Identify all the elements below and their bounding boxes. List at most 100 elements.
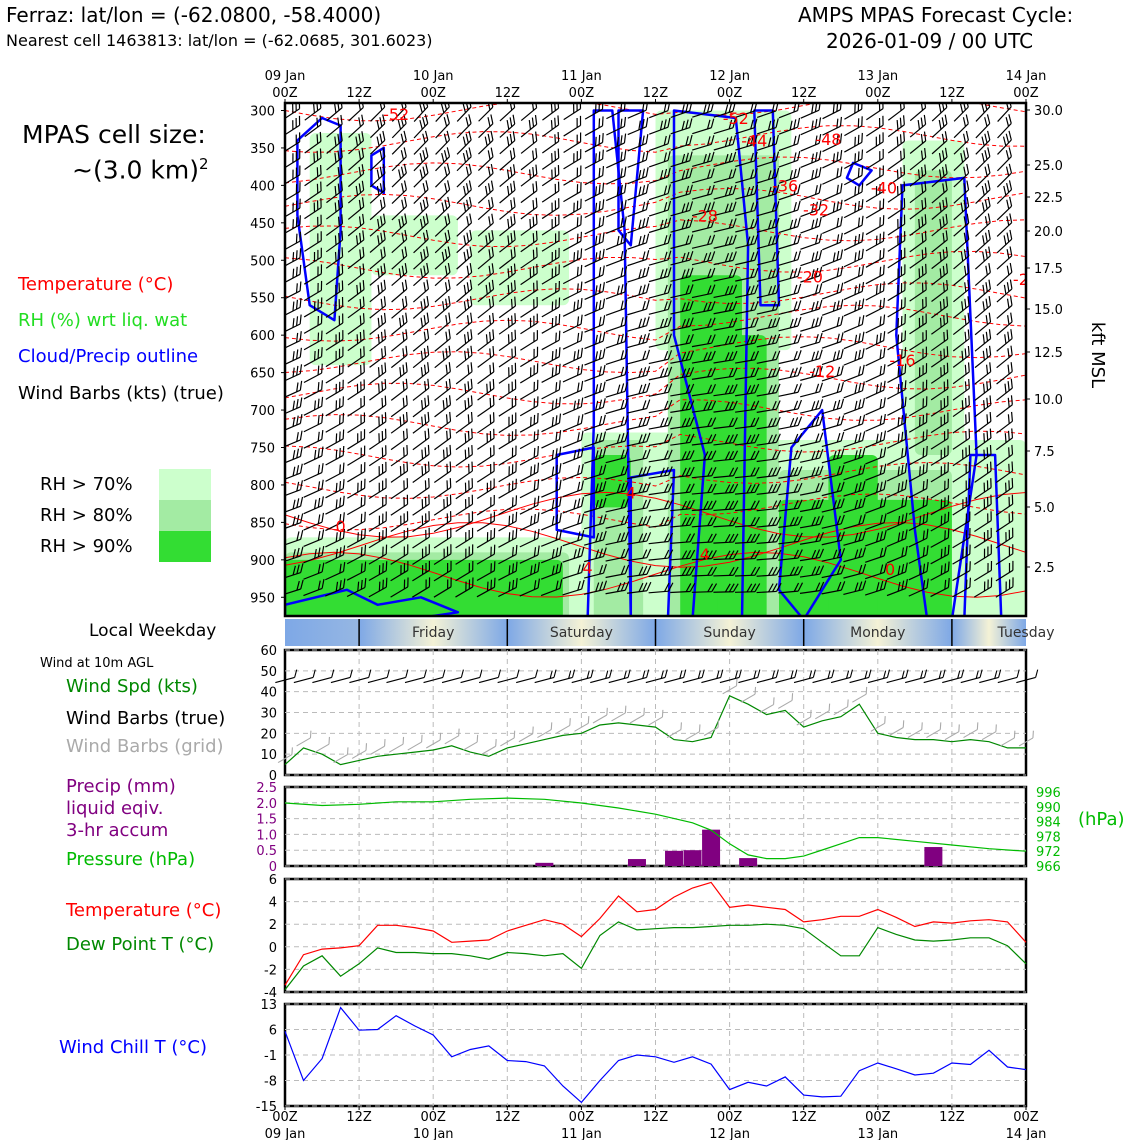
wind-barb bbox=[691, 433, 717, 446]
wind-barb-feather bbox=[295, 233, 298, 244]
wind-barb-feather bbox=[338, 266, 340, 276]
wind-barb bbox=[498, 511, 518, 532]
wind-barb-feather bbox=[358, 199, 362, 210]
wind-barb-feather bbox=[510, 232, 513, 243]
wind-barb bbox=[434, 295, 451, 319]
wind-barb-feather bbox=[775, 201, 780, 211]
wind-barb-feather bbox=[403, 103, 407, 108]
wind-barb-feather bbox=[711, 450, 717, 460]
wind-barb-feather bbox=[646, 498, 651, 509]
wind-barb-feather bbox=[602, 298, 606, 309]
wind-barb-feather bbox=[689, 267, 694, 277]
wind-barb-feather bbox=[750, 533, 757, 543]
wind-barb bbox=[368, 544, 388, 565]
wind-barb-feather bbox=[295, 250, 298, 260]
surface-wind-barb-grid bbox=[555, 718, 571, 734]
wind-barb-feather bbox=[602, 331, 606, 342]
wind-barb bbox=[368, 494, 387, 516]
wind-barb bbox=[390, 577, 409, 598]
wind-barb-feather bbox=[689, 416, 695, 427]
wind-barb-feather bbox=[818, 183, 822, 194]
wind-barb bbox=[562, 579, 585, 596]
rh-region bbox=[285, 559, 563, 616]
wind-barb-feather bbox=[685, 351, 691, 361]
wind-barb bbox=[368, 577, 388, 598]
wind-barb-feather bbox=[362, 296, 365, 307]
wind-barb bbox=[347, 379, 365, 401]
wind-barb-feather bbox=[620, 135, 623, 145]
wind-barb bbox=[584, 282, 605, 301]
wind-barb-feather bbox=[400, 150, 405, 160]
wind-barb-feather bbox=[558, 413, 562, 423]
wind-barb-feather bbox=[448, 395, 452, 405]
wind-barb-feather bbox=[660, 517, 666, 527]
wind-barb-feather bbox=[602, 414, 606, 425]
wind-barb-feather bbox=[732, 284, 738, 294]
wind-barb-feather bbox=[681, 368, 687, 378]
wind-barb bbox=[692, 151, 715, 168]
wind-barb bbox=[627, 581, 652, 594]
wind-barb-feather bbox=[427, 362, 430, 372]
wind-barb bbox=[735, 267, 759, 282]
wind-barb-feather bbox=[594, 202, 598, 213]
wind-barb-staff bbox=[865, 356, 884, 367]
wind-barb bbox=[691, 533, 717, 544]
wind-barb bbox=[713, 384, 738, 397]
wind-barb-staff bbox=[477, 371, 495, 385]
wind-barb-feather bbox=[401, 199, 405, 210]
wind-barb-feather bbox=[317, 497, 321, 508]
wind-barb-feather bbox=[422, 150, 426, 160]
wind-barb bbox=[756, 450, 781, 463]
wind-barb bbox=[562, 264, 583, 285]
wind-barb bbox=[456, 163, 472, 188]
wind-barb-feather bbox=[616, 334, 621, 345]
wind-barb-feather bbox=[598, 118, 601, 128]
x-tick-label-top: 12Z bbox=[643, 86, 669, 101]
cloud-outline bbox=[753, 109, 781, 307]
wind-barb-staff bbox=[519, 454, 539, 466]
wind-barb-feather bbox=[313, 103, 315, 114]
wind-barb bbox=[778, 416, 803, 430]
wind-barb bbox=[412, 577, 431, 598]
wind-barb-feather bbox=[361, 180, 365, 191]
wind-barb bbox=[304, 231, 322, 252]
wind-barb-staff bbox=[499, 189, 516, 204]
barb-staff bbox=[592, 714, 608, 724]
wind-barb bbox=[997, 114, 1012, 139]
wind-barb-feather bbox=[491, 246, 494, 257]
wind-barb-feather bbox=[771, 268, 776, 278]
wind-barb-staff bbox=[434, 437, 451, 451]
wind-barb-feather bbox=[750, 566, 757, 576]
wind-barb-feather bbox=[536, 346, 539, 357]
wind-barb-staff bbox=[800, 192, 820, 201]
wind-barb-feather bbox=[337, 133, 340, 144]
wind-barb bbox=[477, 180, 494, 204]
wind-barb-feather bbox=[624, 448, 629, 458]
wind-barb-feather bbox=[754, 317, 759, 327]
wind-barb-staff bbox=[887, 289, 906, 302]
wind-barb-feather bbox=[536, 296, 538, 307]
wind-barb-feather bbox=[602, 315, 606, 325]
wind-barb-staff bbox=[369, 387, 387, 401]
wind-barb-feather bbox=[732, 516, 739, 526]
wind-barb-feather bbox=[840, 199, 843, 210]
wind-barb bbox=[455, 494, 474, 516]
wind-barb-feather bbox=[598, 267, 602, 277]
wind-barb bbox=[542, 115, 560, 138]
wind-barb-feather bbox=[555, 481, 558, 491]
wind-barb-feather bbox=[377, 235, 380, 245]
wind-barb-feather bbox=[840, 216, 843, 226]
y-tick-label-kft: 22.5 bbox=[1034, 191, 1063, 206]
wind-barb-feather bbox=[511, 414, 513, 425]
wind-barb-staff bbox=[455, 453, 473, 467]
wind-barb-staff bbox=[498, 355, 516, 368]
wind-barb-feather bbox=[314, 548, 317, 559]
wind-barb-staff bbox=[563, 224, 582, 235]
wind-barb bbox=[562, 513, 585, 530]
wind-barb-feather bbox=[296, 365, 299, 376]
wind-barb-feather bbox=[514, 280, 516, 290]
wind-barb-feather bbox=[467, 348, 470, 358]
wind-barb-feather bbox=[446, 480, 449, 490]
wind-barb-feather bbox=[602, 149, 604, 160]
wind-barb-feather bbox=[376, 119, 380, 130]
